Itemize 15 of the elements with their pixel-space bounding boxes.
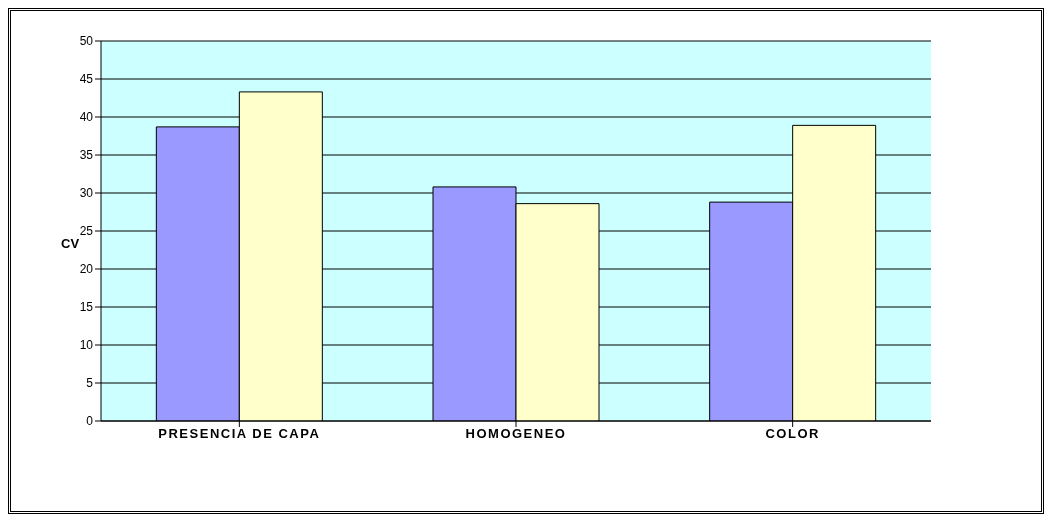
y-tick-label: 50	[79, 34, 94, 49]
y-tick-label: 30	[79, 186, 94, 201]
y-tick-label: 15	[79, 300, 94, 315]
y-tick-label: 40	[79, 110, 94, 125]
y-tick-label: 25	[79, 224, 94, 239]
y-tick-label: 10	[79, 338, 94, 353]
y-tick-label: 45	[79, 72, 94, 87]
y-tick-label: 20	[79, 262, 94, 277]
x-tick-label: PRESENCIA DE CAPA	[158, 426, 321, 442]
y-tick-label: 35	[79, 148, 94, 163]
y-tick-label: 0	[86, 414, 94, 429]
y-axis-title: CV	[61, 236, 80, 251]
y-tick-label: 5	[86, 376, 94, 391]
x-tick-label: COLOR	[765, 426, 820, 442]
x-tick-label: HOMOGENEO	[465, 426, 567, 442]
